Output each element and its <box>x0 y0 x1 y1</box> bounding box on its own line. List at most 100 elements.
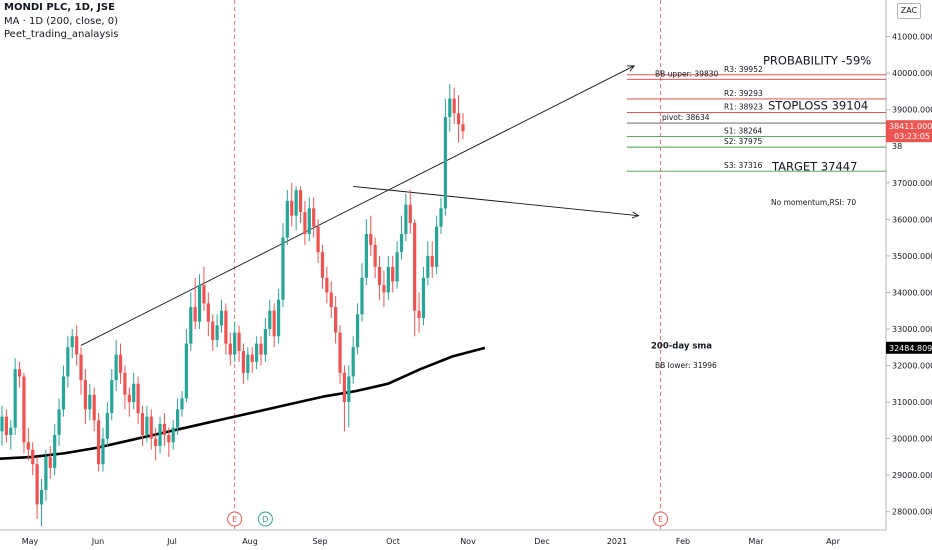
time-tick-label: May <box>22 537 39 546</box>
trend-line <box>80 65 635 346</box>
sma-label: 200-day sma <box>651 341 712 351</box>
event-marker-letter: E <box>232 515 237 524</box>
ma-indicator-label[interactable]: MA · 1D (200, close, 0) <box>4 16 118 27</box>
candle-body <box>48 456 52 468</box>
candle-body <box>461 124 465 132</box>
candle-body <box>70 336 74 348</box>
candle-body <box>399 233 404 253</box>
time-tick-label: Apr <box>826 537 841 546</box>
candle-body <box>456 113 461 125</box>
candle-body <box>228 343 232 355</box>
last-price-value: 38411.0000 <box>889 122 932 131</box>
candle-body <box>268 310 272 329</box>
candle-body <box>215 325 219 340</box>
time-tick-label: Mar <box>748 537 764 546</box>
symbol-title: MONDI PLC, 1D, JSE <box>4 2 115 13</box>
candle-body <box>439 208 443 227</box>
candle-body <box>250 354 254 362</box>
earnings-marker <box>227 511 243 527</box>
candle-body <box>118 354 123 373</box>
candle-body <box>92 394 96 421</box>
candle-body <box>123 372 127 395</box>
candle-body <box>35 464 39 505</box>
candle-body <box>202 285 206 304</box>
candle-body <box>255 343 259 362</box>
candle-body <box>31 449 35 465</box>
candle-body <box>272 310 276 337</box>
candle-body <box>224 310 228 344</box>
candle-body <box>290 201 294 216</box>
dividend-marker <box>257 511 273 527</box>
candle-body <box>404 204 408 234</box>
candle-body <box>294 190 298 216</box>
time-tick-label: Dec <box>534 537 549 546</box>
candle-body <box>417 310 421 318</box>
momentum-annotation: No momentum,RSI: 70 <box>771 198 856 207</box>
candle-body <box>237 332 241 351</box>
candle-body <box>0 416 4 432</box>
candle-body <box>57 409 61 435</box>
candle-body <box>75 336 79 355</box>
candle-body <box>162 424 167 435</box>
candle-body <box>298 190 303 212</box>
price-tick-label: 33000.0000 <box>892 325 932 334</box>
level-label: S2: 37975 <box>724 137 763 146</box>
candle-body <box>171 427 175 443</box>
probability-annotation: PROBABILITY -59% <box>763 53 871 67</box>
price-tick-label: 28000.0000 <box>892 508 932 517</box>
candle-body <box>233 332 237 355</box>
candle-body <box>88 394 92 410</box>
price-tick-label: 36000.0000 <box>892 215 932 224</box>
candle-body <box>4 416 8 435</box>
candle-body <box>443 116 447 209</box>
candle-body <box>13 369 17 428</box>
candle-body <box>180 398 184 410</box>
candle-body <box>79 354 83 381</box>
candle-body <box>105 413 109 439</box>
candle-body <box>193 307 197 322</box>
candle-body <box>435 226 439 267</box>
candle-body <box>386 266 390 293</box>
candle-body <box>197 285 202 322</box>
price-tick-label: 37000.0000 <box>892 179 932 188</box>
candle-body <box>127 394 131 403</box>
candle-body <box>206 303 210 322</box>
time-tick-label: Nov <box>460 537 476 546</box>
candle-body <box>360 277 364 315</box>
candle-body <box>61 376 66 410</box>
candle-body <box>176 409 180 428</box>
candle-body <box>395 252 399 282</box>
candle-body <box>334 307 338 333</box>
candle-body <box>285 201 289 238</box>
candle-body <box>140 413 145 435</box>
candle-body <box>355 314 360 348</box>
time-tick-label: Jul <box>166 537 177 546</box>
price-tick-label: 34000.0000 <box>892 288 932 297</box>
candle-body <box>44 456 48 490</box>
candle-body <box>320 252 325 278</box>
candle-body <box>452 98 456 114</box>
candle-body <box>369 233 373 245</box>
candle-body <box>448 98 452 117</box>
currency-badge[interactable]: ZAC <box>897 3 921 19</box>
trend-arrowhead <box>631 211 640 219</box>
candle-body <box>154 438 158 446</box>
event-marker-letter: D <box>263 515 269 524</box>
candle-body <box>430 255 434 267</box>
candle-body <box>241 350 246 373</box>
candle-body <box>132 383 136 403</box>
candle-body <box>351 347 355 377</box>
plot-area <box>0 0 886 530</box>
candle-body <box>167 434 171 443</box>
price-tick-label: 30000.0000 <box>892 435 932 444</box>
sma-price-tag <box>886 341 932 354</box>
candle-body <box>281 237 285 300</box>
candle-body <box>136 383 140 414</box>
candle-body <box>364 233 368 278</box>
candle-body <box>307 208 311 234</box>
candle-body <box>83 380 88 410</box>
candle-body <box>26 442 30 450</box>
candle-body <box>149 416 153 439</box>
candle-body <box>39 489 44 505</box>
